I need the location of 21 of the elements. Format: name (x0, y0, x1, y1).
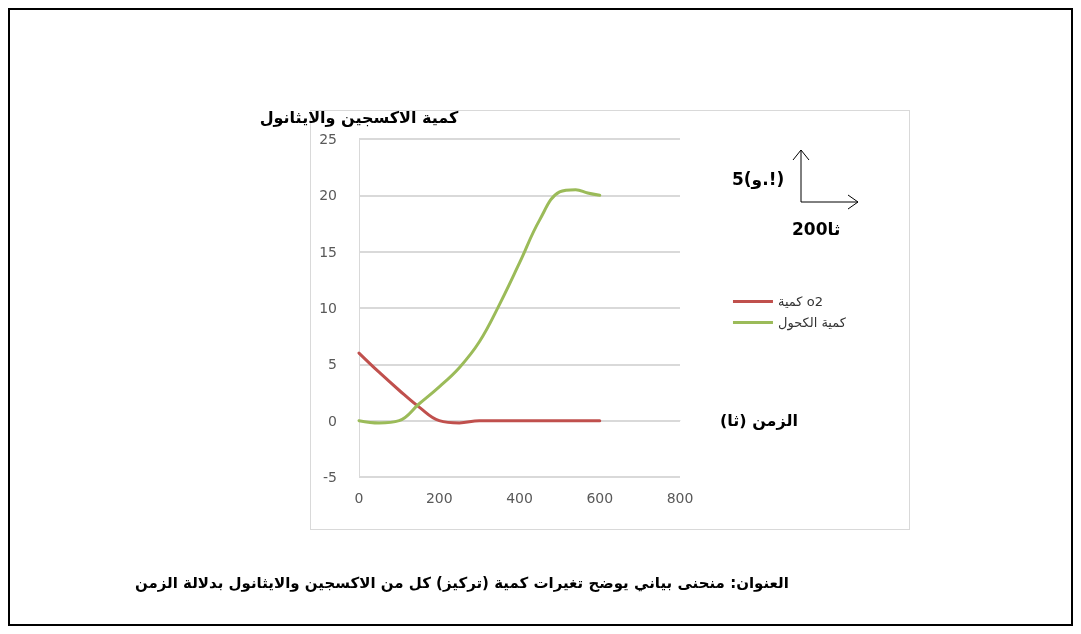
y-tick-label: 15 (319, 243, 337, 260)
y-axis-title: كمية الاكسجين والايثانول (259, 107, 460, 127)
y-tick-label: -5 (323, 469, 337, 485)
legend-label: كمية o2 (777, 294, 823, 309)
text: 5(و.!) (732, 168, 785, 190)
x-tick-label: 200 (425, 490, 453, 506)
x-tick-label: 400 (506, 490, 533, 506)
x-tick-label: 600 (586, 490, 614, 506)
line-series (357, 351, 602, 425)
y-tick-label: 5 (328, 356, 337, 373)
y-tick-label: 25 (319, 131, 337, 147)
x-axis-title: الزمن (ثا) (720, 411, 798, 431)
line-series (357, 188, 602, 425)
legend-label: كمية الكحول (777, 315, 847, 331)
text: العنوان: منحنى بياني يوضح تغيرات كمية (تركيز) كل من الاكسجين والايثانول بدلالة الزمن (135, 573, 789, 592)
y-tick-label: 10 (319, 300, 337, 316)
y-tick-label: 0 (328, 412, 337, 429)
y-tick-label: 20 (319, 187, 337, 204)
text: 200ثا (792, 218, 841, 239)
x-tick-label: 0 (354, 490, 364, 506)
x-tick-label: 800 (666, 490, 694, 506)
